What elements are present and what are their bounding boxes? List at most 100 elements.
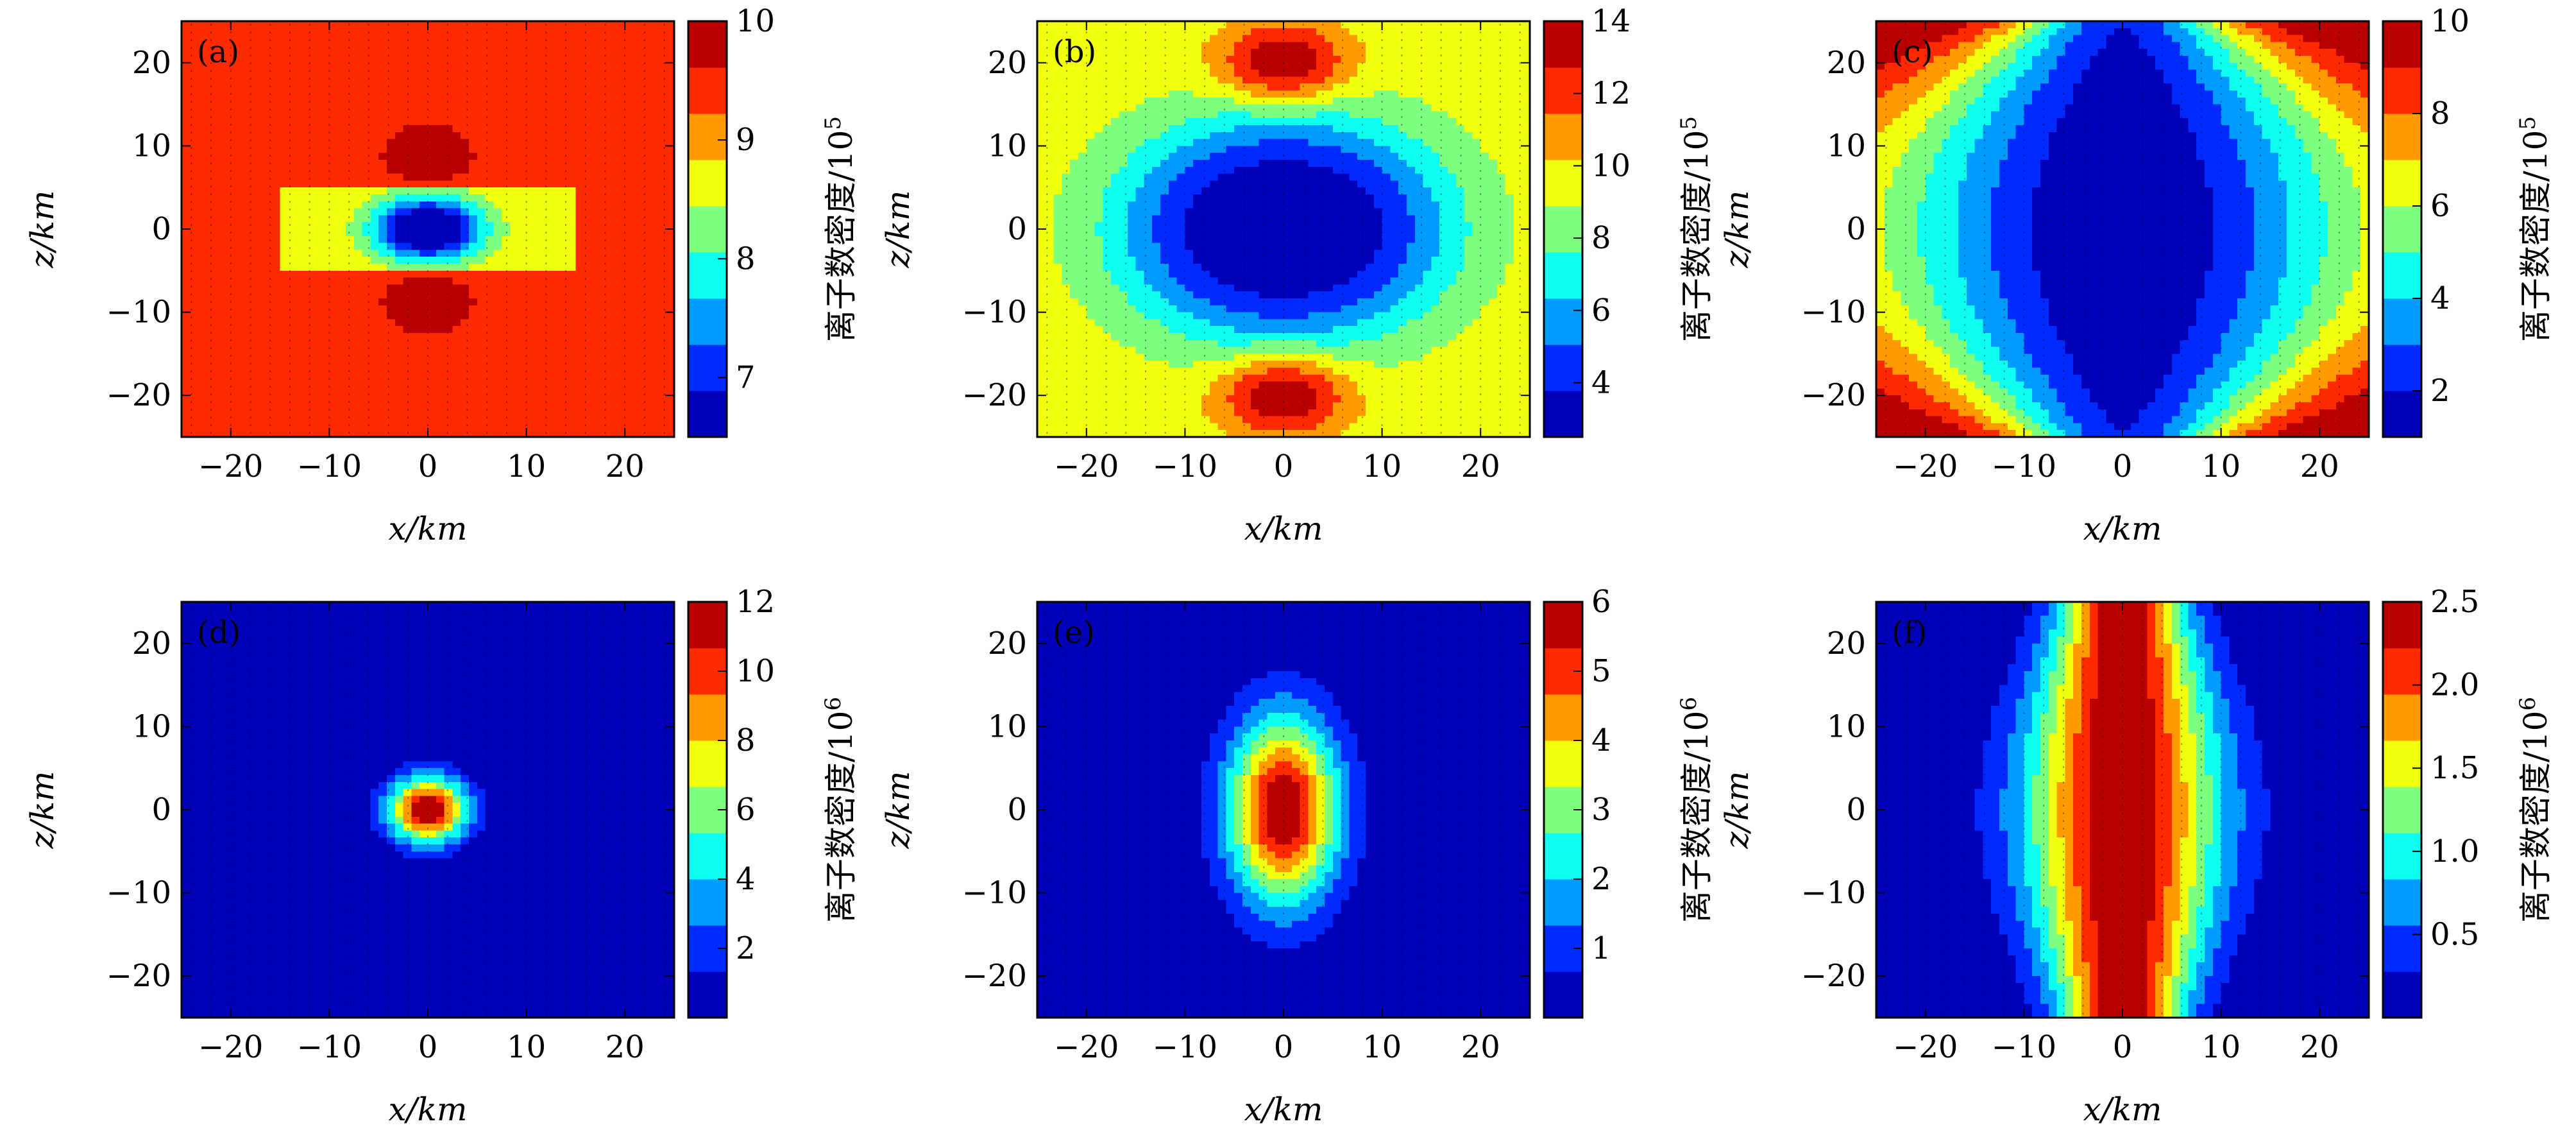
heatmap-cell xyxy=(1127,402,1137,410)
heatmap-cell xyxy=(206,235,215,244)
heatmap-cell xyxy=(518,312,527,320)
heatmap-cell xyxy=(600,49,609,56)
heatmap-cell xyxy=(1135,243,1144,250)
heatmap-cell xyxy=(337,187,346,195)
heatmap-cell xyxy=(461,388,470,396)
heatmap-cell xyxy=(633,153,642,160)
heatmap-cell xyxy=(600,76,609,84)
heatmap-cell xyxy=(280,97,289,105)
heatmap-cell xyxy=(436,291,445,299)
heatmap-cell xyxy=(600,409,609,417)
heatmap-cell xyxy=(419,298,428,306)
heatmap-cell xyxy=(370,194,379,202)
heatmap-cell xyxy=(633,83,642,91)
heatmap-cell xyxy=(600,354,609,361)
heatmap-cell xyxy=(502,28,511,36)
heatmap-cell xyxy=(461,423,470,431)
heatmap-cell xyxy=(1127,139,1137,146)
heatmap-cell xyxy=(444,208,453,216)
heatmap-cell xyxy=(394,243,404,250)
heatmap-cell xyxy=(526,409,535,417)
heatmap-cell xyxy=(411,346,420,354)
heatmap-cell xyxy=(575,132,584,140)
heatmap-cell xyxy=(403,76,412,84)
heatmap-cell xyxy=(230,104,240,112)
heatmap-cell xyxy=(444,166,453,175)
heatmap-cell xyxy=(394,416,404,423)
heatmap-cell xyxy=(436,333,445,341)
heatmap-cell xyxy=(510,291,519,299)
heatmap-cell xyxy=(387,284,396,292)
heatmap-cell xyxy=(461,215,470,223)
heatmap-cell xyxy=(428,166,437,175)
heatmap-cell xyxy=(485,388,494,396)
heatmap-cell xyxy=(296,284,305,292)
heatmap-cell xyxy=(1053,187,1062,195)
heatmap-cell xyxy=(403,416,412,423)
heatmap-cell xyxy=(264,35,273,42)
heatmap-cell xyxy=(305,305,314,313)
heatmap-cell xyxy=(182,333,191,341)
heatmap-cell xyxy=(657,291,666,299)
heatmap-cell xyxy=(378,284,387,292)
heatmap-cell xyxy=(575,194,584,202)
heatmap-cell xyxy=(255,125,264,133)
heatmap-cell xyxy=(189,402,199,410)
heatmap-cell xyxy=(625,277,634,285)
heatmap-cell xyxy=(264,166,273,175)
heatmap-cell xyxy=(305,354,314,361)
heatmap-cell xyxy=(575,298,584,306)
heatmap-cell xyxy=(239,402,248,410)
heatmap-cell xyxy=(239,243,248,250)
heatmap-cell xyxy=(657,381,666,389)
heatmap-cell xyxy=(518,56,527,64)
heatmap-cell xyxy=(526,125,535,133)
heatmap-cell xyxy=(575,173,584,181)
heatmap-cell xyxy=(206,257,215,264)
heatmap-cell xyxy=(1053,388,1062,396)
heatmap-cell xyxy=(353,326,363,334)
heatmap-cell xyxy=(255,381,264,389)
heatmap-cell xyxy=(1045,277,1055,285)
heatmap-cell xyxy=(493,56,502,64)
heatmap-cell xyxy=(1201,194,1210,202)
heatmap-cell xyxy=(633,97,642,105)
heatmap-cell xyxy=(502,222,511,230)
heatmap-cell xyxy=(666,215,675,223)
heatmap-cell xyxy=(1201,305,1210,313)
heatmap-cell xyxy=(321,132,330,140)
heatmap-cell xyxy=(362,374,371,382)
heatmap-cell xyxy=(518,222,527,230)
heatmap-cell xyxy=(198,354,207,361)
heatmap-cell xyxy=(1078,139,1087,146)
heatmap-cell xyxy=(223,284,232,292)
heatmap-cell xyxy=(1160,187,1169,195)
heatmap-cell xyxy=(403,354,412,361)
heatmap-cell xyxy=(264,339,273,348)
heatmap-cell xyxy=(206,215,215,223)
heatmap-cell xyxy=(1185,97,1194,105)
heatmap-cell xyxy=(255,257,264,264)
heatmap-cell xyxy=(1119,277,1128,285)
heatmap-cell xyxy=(296,215,305,223)
heatmap-cell xyxy=(182,416,191,423)
heatmap-cell xyxy=(534,346,543,354)
heatmap-cell xyxy=(469,166,478,175)
heatmap-cell xyxy=(239,381,248,389)
heatmap-cell xyxy=(1135,361,1144,368)
heatmap-cell xyxy=(1053,132,1062,140)
heatmap-cell xyxy=(1070,180,1079,188)
heatmap-cell xyxy=(592,187,601,195)
heatmap-cell xyxy=(329,395,338,403)
heatmap-cell xyxy=(239,111,248,119)
heatmap-cell xyxy=(189,229,199,237)
heatmap-cell xyxy=(312,305,322,313)
heatmap-cell xyxy=(428,28,437,36)
heatmap-cell xyxy=(1086,250,1096,257)
heatmap-cell xyxy=(1176,49,1185,56)
heatmap-cell xyxy=(575,235,584,244)
heatmap-cell xyxy=(649,388,658,396)
heatmap-cell xyxy=(230,173,240,181)
heatmap-cell xyxy=(329,90,338,98)
heatmap-cell xyxy=(1078,243,1087,250)
